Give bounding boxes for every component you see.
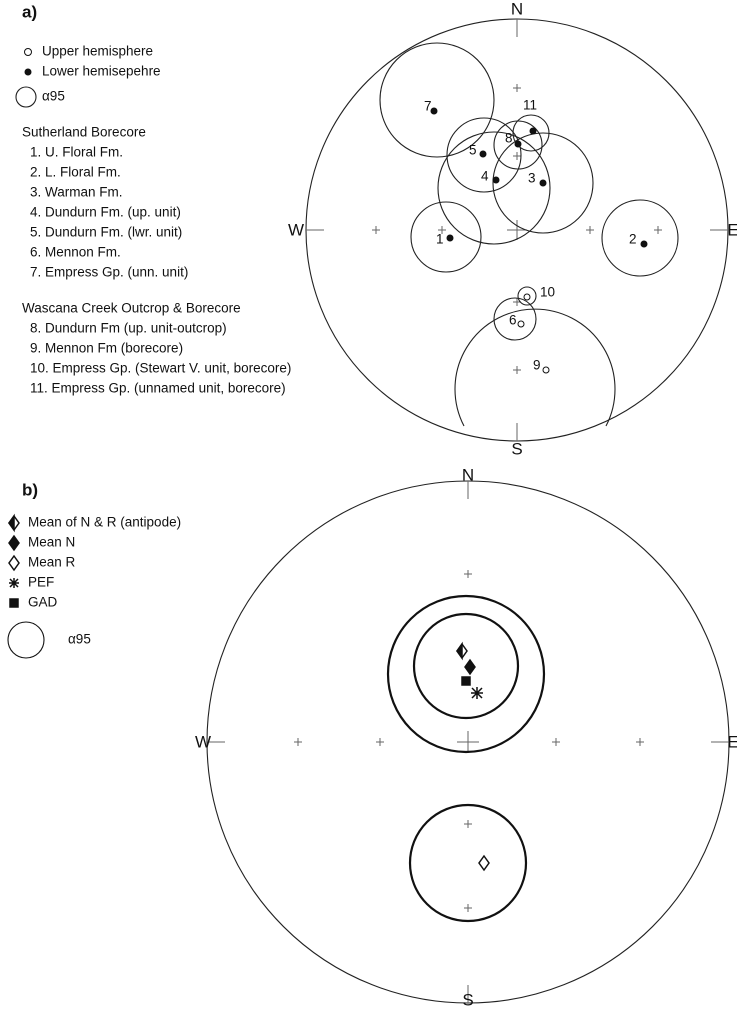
dir: W	[288, 220, 304, 239]
dir: E	[727, 732, 737, 751]
point-label: 6	[509, 313, 517, 328]
point-label: 10	[540, 285, 555, 300]
ticks	[207, 481, 729, 1003]
legend-text: Upper hemisphere	[42, 44, 153, 59]
point-label: 1	[436, 232, 444, 247]
points	[430, 107, 648, 374]
legend-text: Mean of N & R (antipode)	[28, 515, 181, 530]
item: 9. Mennon Fm (borecore)	[30, 341, 183, 356]
legend-symbols	[7, 513, 45, 659]
legend-text: α95	[68, 632, 91, 647]
point-label: 7	[424, 99, 432, 114]
group-title: Wascana Creek Outcrop & Borecore	[22, 301, 241, 316]
item: 11. Empress Gp. (unnamed unit, borecore)	[30, 381, 286, 396]
dir: W	[195, 732, 211, 751]
legend-text: Mean R	[28, 555, 76, 570]
point-label: 11	[523, 98, 537, 113]
item: 7. Empress Gp. (unn. unit)	[30, 265, 188, 280]
alpha-symbol	[15, 86, 37, 108]
panel-label: b)	[22, 480, 38, 499]
lower-symbol	[24, 68, 32, 76]
point-label: 8	[505, 131, 513, 146]
dir: E	[727, 220, 737, 239]
point-label: 5	[469, 143, 477, 158]
point-label: 4	[481, 169, 489, 184]
dir: N	[462, 465, 474, 484]
panel-a: a) Upper hemisphere Lower hemisepehre α9…	[15, 0, 737, 458]
point-label: 2	[629, 232, 637, 247]
item: 10. Empress Gp. (Stewart V. unit, boreco…	[30, 361, 291, 376]
point-label: 3	[528, 171, 536, 186]
panel-b: b) Mean of N & R (antipode) Mean N Mean …	[7, 465, 737, 1009]
item: 5. Dundurn Fm. (lwr. unit)	[30, 225, 182, 240]
legend-text: Lower hemisepehre	[42, 64, 161, 79]
item: 4. Dundurn Fm. (up. unit)	[30, 205, 181, 220]
dir: N	[511, 0, 523, 18]
legend-text: α95	[42, 89, 65, 104]
legend-text: PEF	[28, 575, 54, 590]
alpha-circles	[386, 594, 546, 923]
item: 2. L. Floral Fm.	[30, 165, 121, 180]
means	[456, 641, 490, 872]
legend-text: Mean N	[28, 535, 75, 550]
legend-text: GAD	[28, 595, 58, 610]
dir: S	[462, 990, 473, 1009]
panel-label: a)	[22, 2, 37, 21]
item: 1. U. Floral Fm.	[30, 145, 123, 160]
item: 8. Dundurn Fm (up. unit-outcrop)	[30, 321, 227, 336]
point-label: 9	[533, 358, 541, 373]
item: 6. Mennon Fm.	[30, 245, 121, 260]
ticks	[306, 19, 728, 441]
item: 3. Warman Fm.	[30, 185, 123, 200]
dir: S	[511, 439, 522, 458]
alpha-circles	[379, 42, 679, 427]
group-title: Sutherland Borecore	[22, 125, 146, 140]
upper-symbol	[24, 48, 32, 56]
